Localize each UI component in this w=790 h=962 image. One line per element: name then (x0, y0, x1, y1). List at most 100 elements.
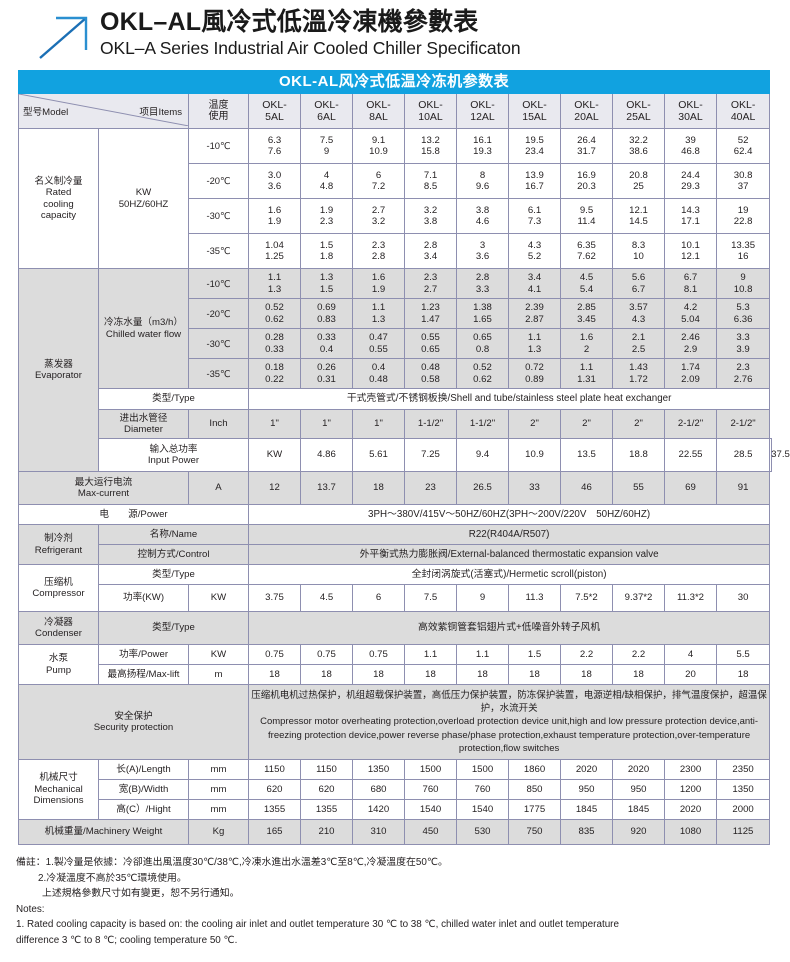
refrigerant-name-label: 名称/Name (98, 524, 249, 545)
evap-diameter-1: 1" (300, 409, 353, 439)
evap-cell-3-8: 1.74 2.09 (664, 358, 717, 389)
evap-cell-1-9: 5.3 6.36 (715, 298, 771, 329)
pump-lift-8: 20 (664, 664, 717, 685)
input-power-9: 37.5 (769, 438, 790, 472)
capacity-cell-2-7: 12.1 14.5 (612, 198, 665, 234)
evap-cell-2-6: 1.6 2 (560, 328, 613, 359)
evap-cell-3-3: 0.48 0.58 (404, 358, 457, 389)
capacity-row--30: -30℃ 1.6 1.9 1.9 2.3 2.7 3.2 3.2 3.8 3.8 4.6 … (19, 198, 772, 234)
evap-cell-3-1: 0.26 0.31 (300, 358, 353, 389)
security-text-cn: 压缩机电机过热保护，机组超载保护装置，高低压力保护装置，防冻保护装置，电源逆相/… (251, 689, 767, 715)
dimensions-2-5: 1775 (508, 799, 561, 820)
compressor-power-9: 30 (715, 584, 771, 612)
input-power-4: 10.9 (508, 438, 561, 472)
condenser-type-value: 高效紫铜管套铝翅片式+低噪音外转子风机 (247, 611, 771, 645)
compressor-power-row: 功率(KW) KW 3.75 4.5 6 7.5 9 11.3 7.5*2 9.… (19, 584, 772, 612)
capacity-cell-3-4: 3 3.6 (456, 233, 509, 269)
evap-cell-2-5: 1.1 1.3 (508, 328, 561, 359)
capacity-cell-0-4: 16.1 19.3 (456, 128, 509, 164)
refrigerant-control-row: 控制方式/Control 外平衡式热力膨胀阀/External-balanced… (19, 544, 772, 565)
pump-lift-unit: m (188, 664, 249, 685)
input-power-5: 13.5 (560, 438, 613, 472)
input-power-3: 9.4 (456, 438, 509, 472)
dimensions-2-7: 1845 (612, 799, 665, 820)
note-line-2: 2.冷凝溫度不高於35℃環境使用。 (38, 872, 187, 884)
dimensions-row-unit-1: mm (188, 779, 249, 800)
dimensions-row-unit-2: mm (188, 799, 249, 820)
compressor-type-value: 全封闭涡旋式(活塞式)/Hermetic scroll(piston) (247, 564, 771, 585)
dimensions-row-unit-0: mm (188, 759, 249, 780)
capacity-cell-2-2: 2.7 3.2 (352, 198, 405, 234)
max-current-5: 33 (508, 471, 561, 505)
capacity-cell-1-2: 6 7.2 (352, 163, 405, 199)
pump-power-label: 功率/Power (98, 644, 189, 665)
note-line-6: difference 3 ℃ to 8 ℃; cooling temperatu… (16, 934, 238, 946)
capacity-cell-1-4: 8 9.6 (456, 163, 509, 199)
evap-cell-0-1: 1.3 1.5 (300, 268, 353, 299)
pump-lift-9: 18 (715, 664, 771, 685)
refrigerant-name-value: R22(R404A/R507) (247, 524, 771, 545)
dimensions-0-8: 2300 (664, 759, 717, 780)
max-current-unit: A (188, 471, 249, 505)
evap-cell-0-7: 5.6 6.7 (612, 268, 665, 299)
compressor-power-0: 3.75 (248, 584, 301, 612)
dimensions-2-6: 1845 (560, 799, 613, 820)
evap-cell-2-3: 0.55 0.65 (404, 328, 457, 359)
table-banner-row: OKL-AL风冷式低温冷冻机参数表 (17, 70, 772, 94)
max-current-1: 13.7 (300, 471, 353, 505)
dimensions-2-2: 1420 (352, 799, 405, 820)
page-title-cn: OKL–AL風冷式低溫冷凍機參數表 (100, 8, 479, 36)
capacity-temp-3: -35℃ (188, 233, 249, 269)
input-power-6: 18.8 (612, 438, 665, 472)
capacity-cell-3-7: 8.3 10 (612, 233, 665, 269)
input-power-0: 4.86 (300, 438, 353, 472)
dimensions-1-9: 1350 (715, 779, 771, 800)
dimensions-0-2: 1350 (352, 759, 405, 780)
model-header-7: OKL- 25AL (612, 93, 665, 129)
page-header: OKL–AL風冷式低溫冷凍機參數表 OKL–A Series Industria… (0, 0, 790, 62)
model-header-3: OKL- 10AL (404, 93, 457, 129)
evap-cell-3-7: 1.43 1.72 (612, 358, 665, 389)
input-power-8: 28.5 (715, 438, 771, 472)
capacity-cell-2-4: 3.8 4.6 (456, 198, 509, 234)
dimensions-0-6: 2020 (560, 759, 613, 780)
evap-diameter-9: 2-1/2" (715, 409, 771, 439)
power-supply-label: 电 源/Power (18, 504, 249, 525)
note-line-3: 上述規格參數尺寸如有變更，恕不另行通知。 (42, 888, 240, 900)
pump-power-6: 2.2 (560, 644, 613, 665)
evap-diameter-7: 2" (612, 409, 665, 439)
machinery-weight-1: 210 (300, 819, 353, 845)
pump-lift-4: 18 (456, 664, 509, 685)
evap-diameter-2: 1" (352, 409, 405, 439)
condenser-type-label: 类型/Type (98, 611, 249, 645)
capacity-cell-2-6: 9.5 11.4 (560, 198, 613, 234)
capacity-cell-0-3: 13.2 15.8 (404, 128, 457, 164)
refrigerant-name-row: 制冷剂 Refrigerant 名称/Name R22(R404A/R507) (18, 524, 772, 565)
evap-cell-0-3: 2.3 2.7 (404, 268, 457, 299)
machinery-weight-6: 835 (560, 819, 613, 845)
capacity-cell-2-8: 14.3 17.1 (664, 198, 717, 234)
evap-cell-2-4: 0.65 0.8 (456, 328, 509, 359)
table-header-row: 型号Model 项目Items 温度 使用 OKL- 5AL OKL- 6AL OK… (18, 93, 772, 129)
capacity-cell-2-9: 19 22.8 (715, 198, 771, 234)
compressor-power-1: 4.5 (300, 584, 353, 612)
evap-cell-2-1: 0.33 0.4 (300, 328, 353, 359)
pump-lift-3: 18 (404, 664, 457, 685)
evap-cell-3-4: 0.52 0.62 (456, 358, 509, 389)
corner-label-model: 型号Model (23, 107, 69, 118)
evap-cell-2-2: 0.47 0.55 (352, 328, 405, 359)
capacity-cell-2-3: 3.2 3.8 (404, 198, 457, 234)
dimensions-1-5: 850 (508, 779, 561, 800)
capacity-cell-0-6: 26.4 31.7 (560, 128, 613, 164)
pump-lift-6: 18 (560, 664, 613, 685)
capacity-cell-1-5: 13.9 16.7 (508, 163, 561, 199)
evap-cell-0-9: 9 10.8 (715, 268, 771, 299)
pump-power-0: 0.75 (248, 644, 301, 665)
note-line-1: 備註：1.製冷量是依據：冷卻進出風溫度30℃/38℃,冷凍水進出水溫差3℃至8℃… (16, 857, 448, 868)
evap-cell-1-4: 1.38 1.65 (456, 298, 509, 329)
input-power-label: 输入总功率 Input Power (98, 438, 249, 472)
evap-temp-0: -10℃ (188, 268, 249, 299)
compressor-label: 压缩机 Compressor (18, 564, 99, 612)
evap-cell-1-6: 2.85 3.45 (560, 298, 613, 329)
evap-cell-2-0: 0.28 0.33 (248, 328, 301, 359)
